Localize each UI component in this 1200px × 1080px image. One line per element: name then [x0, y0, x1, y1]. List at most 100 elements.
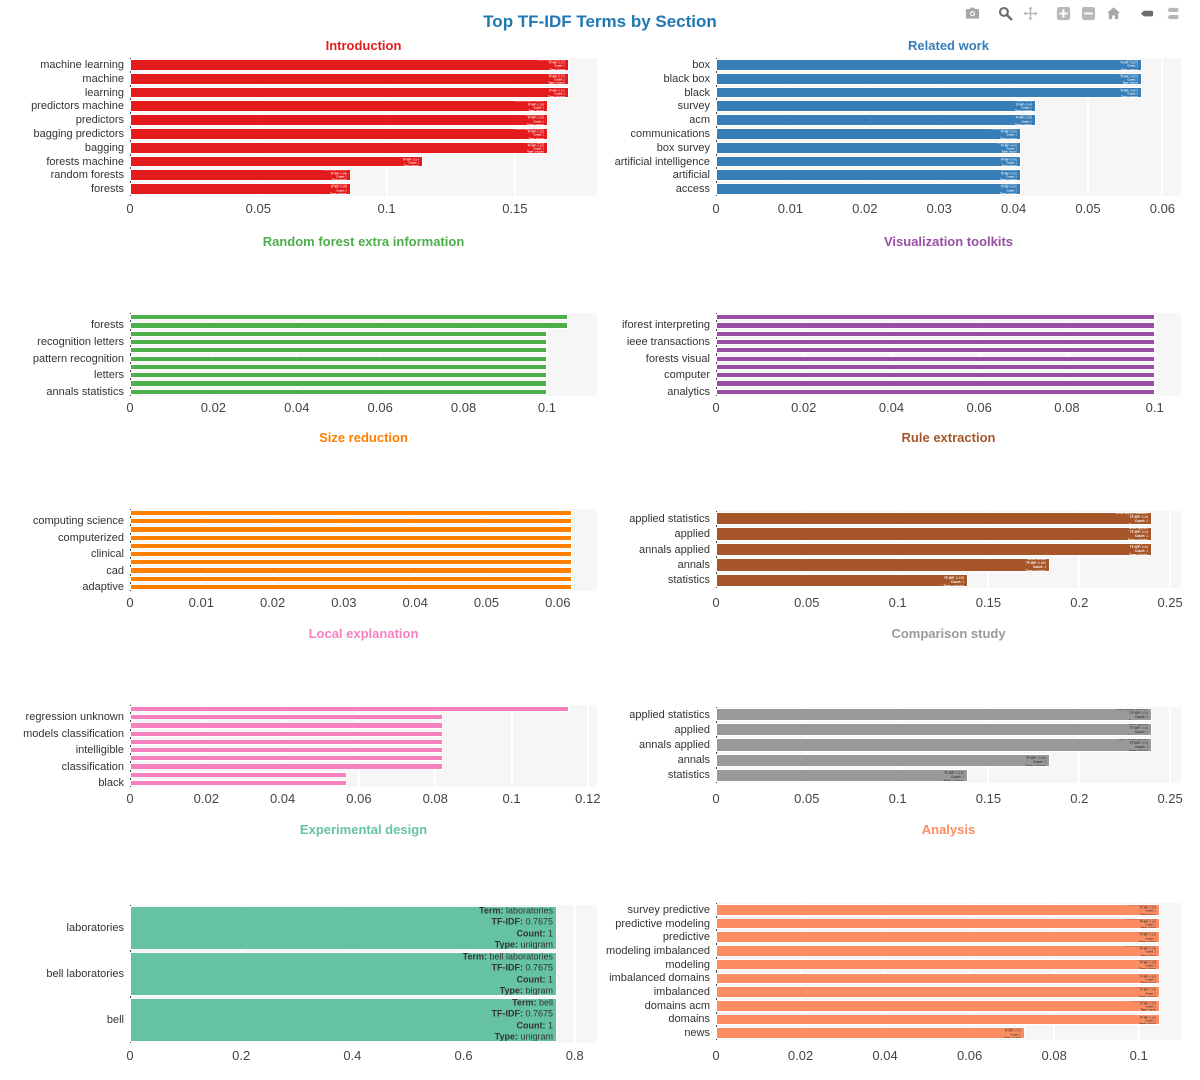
bar[interactable] [716, 380, 1155, 387]
bar[interactable]: Term: artificial intelligence TF-IDF: 0.0… [716, 155, 1021, 168]
bar[interactable]: Term: applied statistics TF-IDF: 0.24 Coun… [716, 512, 1152, 526]
bar[interactable] [130, 372, 547, 379]
bar[interactable] [130, 559, 572, 566]
plot-area[interactable] [130, 509, 597, 591]
bar[interactable]: Term: survey predictive TF-IDF: 0.105 Coun… [716, 904, 1160, 916]
bar[interactable]: Term: box survey TF-IDF: 0.041 Count: 1 Typ… [716, 141, 1021, 154]
pan-icon[interactable] [1018, 4, 1043, 28]
plot-area[interactable]: Term: applied statistics TF-IDF: 0.24 Coun… [716, 707, 1181, 783]
bar[interactable]: Term: imbalanced TF-IDF: 0.105 Count: 1 Typ… [716, 986, 1160, 998]
bar[interactable] [716, 372, 1155, 379]
bar[interactable] [130, 722, 443, 729]
zoom-icon[interactable] [993, 4, 1018, 28]
bar[interactable] [130, 347, 547, 354]
bar[interactable] [716, 330, 1155, 337]
bar[interactable] [130, 771, 347, 778]
plot-area[interactable]: Term: survey predictive TF-IDF: 0.105 Coun… [716, 903, 1181, 1040]
bar[interactable] [130, 542, 572, 549]
bar[interactable]: Term: news TF-IDF: 0.073 Count: 1 Type: uni… [716, 1027, 1025, 1039]
camera-icon[interactable] [960, 4, 985, 28]
bar[interactable]: Term: bagging TF-IDF: 0.163 Count: 1 Type: … [130, 141, 548, 154]
bar[interactable] [716, 314, 1155, 321]
hover-closest-icon[interactable] [1134, 4, 1160, 28]
zoom-in-icon[interactable] [1051, 4, 1076, 28]
bar[interactable]: Term: bell laboratories TF-IDF: 0.7675 Cou… [130, 952, 557, 996]
bar[interactable]: Term: domains TF-IDF: 0.105 Count: 1 Type: … [716, 1013, 1160, 1026]
bar[interactable]: Term: artificial TF-IDF: 0.041 Count: 1 Typ… [716, 169, 1021, 182]
bar[interactable] [130, 567, 572, 574]
bar[interactable] [130, 779, 347, 786]
bar[interactable]: Term: forests machine TF-IDF: 0.114 Count:… [130, 155, 423, 168]
bar[interactable] [130, 380, 547, 387]
plot-area[interactable] [130, 705, 597, 787]
bar[interactable] [130, 314, 568, 321]
bar[interactable] [130, 551, 572, 558]
bar[interactable]: Term: random forests TF-IDF: 0.086 Count: … [130, 169, 351, 182]
bar[interactable] [716, 338, 1155, 346]
bar[interactable] [716, 363, 1155, 371]
bar[interactable] [716, 347, 1155, 354]
bar[interactable] [130, 575, 572, 582]
bar[interactable]: Term: box TF-IDF: 0.0573 Count: 1 Type: uni… [716, 59, 1142, 71]
plot-area[interactable]: Term: applied statistics TF-IDF: 0.24 Coun… [716, 511, 1181, 588]
bar[interactable]: Term: laboratories TF-IDF: 0.7675 Count: 1… [130, 906, 557, 950]
bar[interactable] [130, 706, 569, 713]
bar[interactable] [130, 355, 547, 362]
plot-area[interactable]: Term: machine learning TF-IDF: 0.171 Count… [130, 58, 597, 196]
bar[interactable]: Term: survey TF-IDF: 0.043 Count: 1 Type: u… [716, 100, 1036, 113]
zoom-out-icon[interactable] [1076, 4, 1101, 28]
bar[interactable]: Term: annals TF-IDF: 0.184 Count: 1 Type: u… [716, 753, 1050, 767]
bar[interactable]: Term: communications TF-IDF: 0.041 Count: … [716, 128, 1021, 140]
bar[interactable] [130, 363, 547, 371]
bar[interactable] [716, 388, 1155, 395]
bar[interactable]: Term: learning TF-IDF: 0.171 Count: 1 Type:… [130, 86, 569, 99]
bar[interactable] [716, 322, 1155, 329]
bar[interactable]: Term: bell TF-IDF: 0.7675 Count: 1 Type: un… [130, 998, 557, 1042]
bar[interactable] [130, 583, 572, 590]
bar[interactable]: Term: black TF-IDF: 0.0573 Count: 1 Type: u… [716, 86, 1142, 99]
bar[interactable] [130, 747, 443, 754]
bar[interactable] [130, 338, 547, 346]
home-icon[interactable] [1101, 4, 1126, 28]
bar[interactable] [130, 738, 443, 745]
bar[interactable] [130, 755, 443, 762]
bar[interactable]: Term: forests TF-IDF: 0.086 Count: 1 Type: … [130, 183, 351, 195]
bar[interactable]: Term: statistics TF-IDF: 0.139 Count: 1 Typ… [716, 768, 968, 782]
hover-compare-icon[interactable] [1160, 4, 1186, 28]
bar[interactable]: Term: annals TF-IDF: 0.184 Count: 1 Type: u… [716, 558, 1050, 572]
bar[interactable]: Term: imbalanced domains TF-IDF: 0.105 Cou… [716, 972, 1160, 985]
bar[interactable]: Term: machine learning TF-IDF: 0.171 Count… [130, 59, 569, 71]
bar[interactable] [130, 534, 572, 541]
bar[interactable] [130, 518, 572, 525]
bar[interactable] [130, 510, 572, 517]
bar[interactable]: Term: machine TF-IDF: 0.171 Count: 1 Type: … [130, 72, 569, 85]
bar[interactable]: Term: black box TF-IDF: 0.0573 Count: 1 Typ… [716, 72, 1142, 85]
bar[interactable]: Term: annals applied TF-IDF: 0.24 Count: 1… [716, 542, 1152, 557]
plot-area[interactable] [130, 313, 597, 396]
bar[interactable]: Term: bagging predictors TF-IDF: 0.163 Cou… [130, 128, 548, 140]
bar[interactable]: Term: predictive modeling TF-IDF: 0.105 Co… [716, 917, 1160, 930]
bar[interactable] [130, 714, 443, 721]
bar[interactable] [130, 330, 547, 337]
bar[interactable]: Term: access TF-IDF: 0.041 Count: 1 Type: u… [716, 183, 1021, 195]
bar[interactable]: Term: modeling imbalanced TF-IDF: 0.105 Co… [716, 945, 1160, 957]
bar[interactable] [130, 388, 547, 395]
bar[interactable] [130, 763, 443, 770]
plot-area[interactable]: Term: box TF-IDF: 0.0573 Count: 1 Type: uni… [716, 58, 1181, 196]
bar[interactable]: Term: domains acm TF-IDF: 0.105 Count: 1 Ty… [716, 999, 1160, 1012]
bar[interactable]: Term: predictive TF-IDF: 0.105 Count: 1 Typ… [716, 931, 1160, 944]
bar[interactable] [716, 355, 1155, 362]
bar[interactable]: Term: acm TF-IDF: 0.043 Count: 1 Type: unig… [716, 114, 1036, 126]
bar[interactable]: Term: annals applied TF-IDF: 0.24 Count: 1… [716, 738, 1152, 752]
bar[interactable]: Term: modeling TF-IDF: 0.105 Count: 1 Type:… [716, 958, 1160, 971]
plot-area[interactable] [716, 313, 1181, 396]
bar[interactable]: Term: applied TF-IDF: 0.24 Count: 1 Type: u… [716, 527, 1152, 541]
bar[interactable] [130, 526, 572, 533]
bar[interactable]: Term: predictors TF-IDF: 0.163 Count: 1 Typ… [130, 114, 548, 126]
bar[interactable] [130, 730, 443, 737]
plot-area[interactable]: Term: laboratories TF-IDF: 0.7675 Count: 1… [130, 905, 597, 1043]
bar[interactable]: Term: applied statistics TF-IDF: 0.24 Coun… [716, 708, 1152, 722]
bar[interactable]: Term: predictors machine TF-IDF: 0.163 Cou… [130, 100, 548, 113]
bar[interactable] [130, 322, 568, 329]
bar[interactable]: Term: statistics TF-IDF: 0.139 Count: 1 Typ… [716, 573, 968, 587]
